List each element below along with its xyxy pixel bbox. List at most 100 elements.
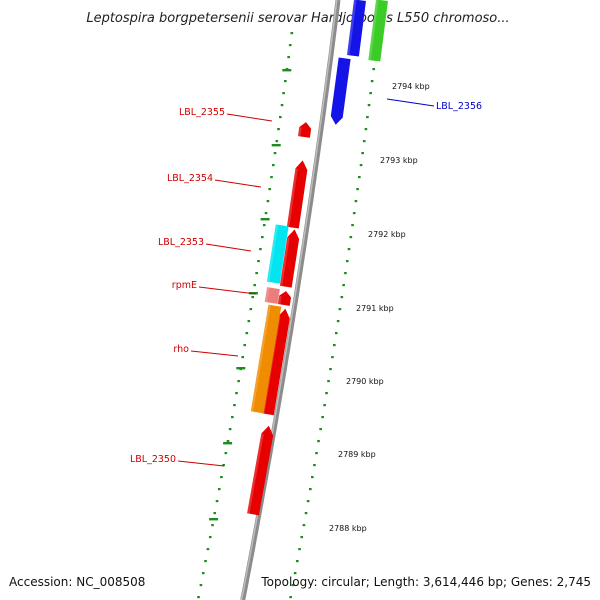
tick-mark xyxy=(347,247,351,251)
tick-mark xyxy=(275,139,279,143)
label-leader-line xyxy=(386,98,435,107)
tick-mark xyxy=(259,247,262,251)
tick-mark xyxy=(340,295,344,299)
feature-block xyxy=(250,304,282,414)
tick-mark xyxy=(270,175,273,179)
tick-major xyxy=(260,218,270,221)
tick-major xyxy=(282,69,292,72)
label-leader-line xyxy=(198,286,257,295)
feature-arrow xyxy=(277,291,292,306)
map-title: Leptospira borgpetersenii serovar Hardjo… xyxy=(86,11,509,26)
tick-mark xyxy=(358,175,361,179)
feature-block xyxy=(264,287,280,304)
kbp-label: 2789 kbp xyxy=(338,450,376,459)
tick-mark xyxy=(304,511,308,515)
tick-major xyxy=(271,144,281,147)
tick-mark xyxy=(366,115,369,119)
gene-rpmE xyxy=(277,291,292,306)
tick-mark xyxy=(306,499,310,503)
tick-mark xyxy=(226,439,230,443)
tick-mark xyxy=(257,259,260,263)
tick-mark xyxy=(309,487,312,491)
tick-mark xyxy=(334,331,338,335)
feature-arrow xyxy=(286,160,308,229)
tick-mark xyxy=(354,199,358,203)
tick-mark xyxy=(288,43,292,47)
tick-mark xyxy=(241,355,245,359)
tick-mark xyxy=(277,127,280,131)
tick-mark xyxy=(220,475,223,479)
kbp-label: 2790 kbp xyxy=(346,377,384,386)
tick-mark xyxy=(235,391,238,395)
tick-mark xyxy=(333,343,336,347)
kbp-label: 2794 kbp xyxy=(392,82,430,91)
cog-block-orange xyxy=(250,304,282,414)
gene-LBL_2356 xyxy=(330,57,351,125)
gene-LBL_2354 xyxy=(286,160,308,229)
tick-mark xyxy=(273,151,277,155)
feature-shade xyxy=(279,237,290,287)
tick-mark xyxy=(302,523,306,527)
tick-mark xyxy=(217,487,221,491)
feature-block xyxy=(368,0,388,62)
tick-mark xyxy=(228,427,232,431)
tick-mark xyxy=(336,319,340,323)
tick-mark xyxy=(361,151,364,155)
tick-mark xyxy=(204,559,207,563)
kbp-label: 2792 kbp xyxy=(368,230,406,239)
tick-mark xyxy=(249,307,253,311)
tick-mark xyxy=(280,103,284,107)
tick-mark xyxy=(369,91,372,95)
tick-major xyxy=(223,442,233,445)
tick-mark xyxy=(233,403,236,407)
tick-mark xyxy=(325,391,328,395)
feature-shade xyxy=(264,287,270,303)
feature-arrow xyxy=(297,122,312,138)
tick-mark xyxy=(344,271,347,275)
gene-block-blue-top xyxy=(346,0,366,57)
tick-mark xyxy=(243,343,247,347)
tick-mark xyxy=(211,523,214,527)
tick-mark xyxy=(261,235,264,239)
kbp-label: 2793 kbp xyxy=(380,156,418,165)
label-leader-line xyxy=(214,179,262,188)
tick-mark xyxy=(253,283,257,287)
gene-LBL_2350 xyxy=(247,425,274,516)
tick-mark xyxy=(323,403,326,407)
tick-mark xyxy=(359,163,363,167)
tick-mark xyxy=(298,547,301,551)
label-leader-line xyxy=(190,350,239,357)
tick-mark xyxy=(213,511,217,515)
tick-mark xyxy=(338,307,342,311)
tick-mark xyxy=(199,583,203,587)
tick-mark xyxy=(364,127,368,131)
tick-mark xyxy=(251,295,255,299)
tick-mark xyxy=(201,571,205,575)
tick-mark xyxy=(356,187,359,191)
tick-mark xyxy=(319,427,322,431)
tick-major xyxy=(209,518,219,521)
cog-block-pink xyxy=(264,287,280,304)
tick-mark xyxy=(321,415,324,419)
gene-labels: LBL_2355 LBL_2354 LBL_2353 rpmE rho LBL_2350 L… xyxy=(130,98,482,467)
tick-mark xyxy=(279,115,282,119)
gene-block-green-top xyxy=(368,0,388,62)
tick-mark xyxy=(352,211,356,215)
gene-LBL_2355 xyxy=(297,122,312,138)
tick-mark xyxy=(342,283,345,287)
cog-block-cyan xyxy=(266,224,289,284)
tick-mark xyxy=(289,595,292,599)
feature-arrow xyxy=(261,308,290,416)
tick-mark xyxy=(208,535,212,539)
tick-mark xyxy=(293,571,297,575)
tick-mark xyxy=(362,139,366,143)
feature-shade xyxy=(250,304,271,412)
tick-mark xyxy=(264,211,268,215)
gene-label: LBL_2355 xyxy=(179,107,225,118)
tick-major xyxy=(236,367,246,370)
tick-mark xyxy=(313,463,316,467)
feature-shade xyxy=(346,0,357,56)
tick-mark xyxy=(284,79,287,83)
